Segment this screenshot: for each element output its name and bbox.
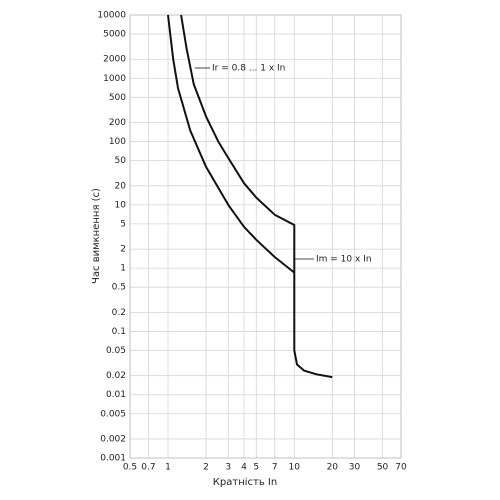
y-tick-label: 2 <box>120 245 126 255</box>
x-tick-label: 20 <box>327 463 339 473</box>
x-tick-label: 0.5 <box>123 463 137 473</box>
y-tick-label: 0.2 <box>112 308 126 318</box>
annotation: Im = 10 x In <box>316 255 372 265</box>
annotation: Ir = 0.8 ... 1 x In <box>212 64 285 74</box>
y-tick-label: 0.5 <box>112 283 126 293</box>
y-tick-label: 200 <box>109 118 126 128</box>
x-tick-label: 10 <box>289 463 301 473</box>
curve <box>180 14 333 379</box>
y-axis-label: Час вимкнення (с) <box>91 188 102 284</box>
y-tick-label: 500 <box>109 93 126 103</box>
y-tick-label: 100 <box>109 137 126 147</box>
y-tick-label: 0.005 <box>100 409 126 419</box>
y-tick-label: 0.01 <box>106 390 126 400</box>
y-tick-label: 50 <box>115 156 127 166</box>
y-tick-label: 0.02 <box>106 371 126 381</box>
y-tick-label: 1 <box>120 264 126 274</box>
y-tick-label: 10 <box>115 200 127 210</box>
y-tick-label: 2000 <box>103 55 126 65</box>
y-tick-label: 20 <box>115 181 127 191</box>
y-tick-label: 5 <box>120 219 126 229</box>
x-tick-label: 1 <box>165 463 171 473</box>
y-tick-label: 5000 <box>103 30 126 40</box>
y-tick-label: 0.05 <box>106 346 126 356</box>
x-tick-label: 3 <box>225 463 231 473</box>
y-tick-label: 0.002 <box>100 434 126 444</box>
curve <box>167 14 295 274</box>
x-tick-label: 70 <box>395 463 407 473</box>
plot-frame <box>129 14 402 459</box>
y-tick-label: 10000 <box>97 11 126 21</box>
x-tick-label: 2 <box>203 463 209 473</box>
y-tick-label: 0.1 <box>112 327 126 337</box>
x-tick-label: 0.7 <box>141 463 155 473</box>
x-tick-label: 5 <box>253 463 259 473</box>
x-axis-label: Кратність In <box>213 476 277 488</box>
x-tick-label: 4 <box>241 463 247 473</box>
x-tick-label: 7 <box>272 463 278 473</box>
x-tick-label: 50 <box>377 463 389 473</box>
x-tick-label: 30 <box>349 463 361 473</box>
y-tick-label: 1000 <box>103 74 126 84</box>
y-tick-label: 0.001 <box>100 454 126 464</box>
